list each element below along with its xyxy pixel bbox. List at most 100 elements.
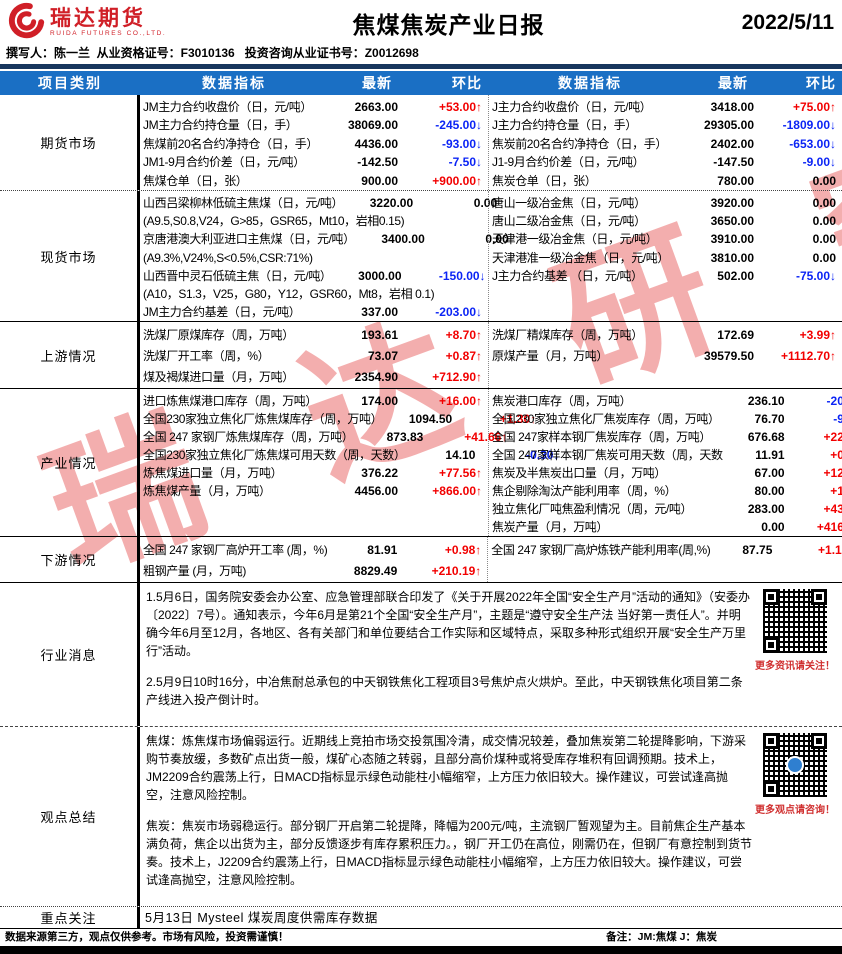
section-futures: 期货市场 JM主力合约收盘价（日，元/吨） 2663.00 +53.00↑ JM… (0, 95, 842, 190)
table-row: 焦炭前20名合约净持仓（日，手） 2402.00 -653.00↓ (489, 135, 842, 153)
indicator-label: JM主力合约持仓量（日，手） (143, 118, 298, 133)
change-value: +1.18↑ (818, 543, 842, 558)
change-value: +1.30↑ (830, 484, 842, 499)
indicator-label: 京唐港澳大利亚进口主焦煤（日，元/吨） (143, 232, 355, 247)
news-text: 1.5月6日，国务院安委会办公室、应急管理部联合印发了《关于开展2022年全国“… (140, 583, 756, 726)
table-row: 山西吕梁柳林低硫主焦煤（日，元/吨） 3220.00 0.00 (140, 194, 497, 212)
latest-value: 3000.00 (358, 268, 402, 283)
table-row: J主力合约基差 （日，元/吨） 502.00 -75.00↓ (489, 267, 842, 285)
change-value: -75.00↓ (795, 268, 836, 283)
header-indicator-left: 数据指标 (202, 75, 266, 91)
change-value: -20.70↓ (826, 394, 842, 409)
table-row: 洗煤厂精煤库存（周，万吨） 172.69 +3.99↑ (489, 325, 842, 346)
change-value: +41.66↑ (464, 430, 508, 445)
indicator-label: 焦炭产量（月，万吨） (492, 520, 609, 535)
table-row: 煤及褐煤进口量（月，万吨） 2354.90 +712.90↑ (140, 367, 488, 388)
table-row: 全国230家独立焦化厂炼焦煤可用天数（周，天数） 14.10 -0.30↓ (140, 446, 559, 464)
news-qr-caption: 更多资讯请关注！ (755, 661, 835, 673)
indicator-label: J主力合约收盘价（日，元/吨） (492, 100, 652, 114)
latest-value: 2402.00 (710, 136, 754, 151)
header-indicator-right: 数据指标 (558, 75, 622, 91)
table-row: 天津港准一级冶金焦（日，元/吨） 3810.00 0.00 (489, 249, 842, 267)
table-row: 全国230家独立焦化厂炼焦煤库存（周，万吨） 1094.50 +1.30↑ (140, 410, 536, 428)
change-value: +12.00↑ (823, 466, 842, 481)
header-category: 项目类别 (38, 75, 102, 91)
table-row: 焦炭产量（月，万吨） 0.00 +416.80↑ (489, 518, 842, 536)
table-row: 全国 247家样本钢厂焦炭可用天数（周，天数 11.91 +0.18↑ (489, 446, 842, 464)
logo-subtitle: RUIDA FUTURES CO.,LTD. (50, 30, 167, 37)
latest-value: 73.07 (367, 349, 398, 364)
views-paragraph: 焦煤：炼焦煤市场偏弱运行。近期线上竞拍市场交投氛围冷清，成交情况较差，叠加焦炭第… (146, 734, 747, 803)
header-change-left: 环比 (452, 75, 482, 91)
change-value: 0.00 (812, 232, 836, 247)
table-row: 全国 247 家钢厂炼焦煤库存（周，万吨） 873.83 +41.66↑ (140, 428, 507, 446)
change-value: 0.00 (812, 195, 836, 210)
section-label-spot: 现货市场 (0, 190, 140, 322)
indicator-label: 全国 247家样本钢厂焦炭库存（周，万吨） (492, 430, 711, 445)
indicator-label: 独立焦化厂吨焦盈利情况（周，元/吨） (492, 502, 693, 517)
news-paragraph: 1.5月6日，国务院安委会办公室、应急管理部联合印发了《关于开展2022年全国“… (146, 590, 751, 659)
latest-value: -142.50 (357, 155, 398, 170)
change-value: +0.87↑ (445, 349, 482, 364)
section-label-focus: 重点关注 (0, 907, 140, 929)
latest-value: 172.69 (717, 328, 754, 343)
table-row: JM主力合约基差（日，元/吨） 337.00 -203.00↓ (140, 303, 488, 321)
table-row: 焦炭仓单（日，张） 780.00 0.00 (489, 172, 842, 190)
qr-code-views (763, 733, 827, 798)
views-text: 焦煤：炼焦煤市场偏弱运行。近期线上竞拍市场交投氛围冷清，成交情况较差，叠加焦炭第… (140, 727, 756, 906)
section-news: 行业消息 1.5月6日，国务院安委会办公室、应急管理部联合印发了《关于开展202… (0, 582, 842, 727)
indicator-label: 焦企剔除淘汰产能利用率（周，%） (492, 484, 677, 499)
latest-value: 337.00 (361, 305, 398, 320)
latest-value: 38069.00 (347, 118, 398, 133)
latest-value: 81.91 (367, 543, 398, 558)
latest-value: 4456.00 (354, 484, 398, 499)
focus-text: 5月13日 Mysteel 煤炭周度供需库存数据 (145, 911, 378, 926)
header-latest-left: 最新 (362, 75, 392, 91)
logo-swirl-icon (8, 2, 45, 44)
qr-code-news (763, 589, 827, 654)
change-value: 0.00 (485, 232, 509, 247)
latest-value: 3400.00 (381, 232, 425, 247)
latest-value: 4436.00 (354, 136, 398, 151)
logo-title: 瑞达期货 (50, 7, 146, 30)
indicator-label: 焦炭仓单（日，张） (492, 173, 597, 188)
latest-value: 676.68 (747, 430, 785, 445)
change-value: -9.00↓ (802, 155, 836, 170)
latest-value: 3418.00 (710, 100, 754, 114)
section-label-downstream: 下游情况 (0, 537, 140, 583)
table-row: 原煤产量（月，万吨） 39579.50 +1112.70↑ (489, 346, 842, 367)
indicator-label: JM1-9月合约价差（日，元/吨） (143, 155, 305, 170)
change-value: -150.00↓ (438, 268, 486, 283)
change-value: +53.00↑ (438, 100, 482, 114)
section-label-upstream: 上游情况 (0, 322, 140, 389)
table-row: 焦煤前20名合约净持仓（日，手） 4436.00 -93.00↓ (140, 135, 488, 153)
latest-value: 376.22 (361, 466, 398, 481)
change-value: -203.00↓ (435, 305, 482, 320)
indicator-label: 全国 247家样本钢厂焦炭可用天数（周，天数 (492, 448, 723, 463)
indicator-label: 山西吕梁柳林低硫主焦煤（日，元/吨） (143, 195, 344, 210)
indicator-label: JM主力合约收盘价（日，元/吨） (143, 100, 312, 114)
section-label-news: 行业消息 (0, 583, 140, 727)
change-value: +75.00↑ (792, 100, 836, 114)
views-paragraph: 焦炭：焦炭市场弱稳运行。部分钢厂开启第二轮提降，降幅为200元/吨，主流钢厂暂观… (146, 819, 753, 888)
latest-value: 174.00 (361, 394, 398, 409)
change-value: +1112.70↑ (780, 349, 836, 364)
indicator-label: 天津港一级冶金焦（日，元/吨） (492, 232, 658, 247)
change-value: -1809.00↓ (782, 118, 836, 133)
indicator-label: 进口炼焦煤港口库存（周，万吨） (143, 394, 318, 409)
footer-note: 备注：JM:焦煤 J：焦炭 (606, 931, 717, 944)
indicator-label: 粗钢产量 (月，万吨) (143, 564, 246, 579)
latest-value: 76.70 (754, 412, 785, 427)
latest-value (404, 212, 474, 230)
latest-value: 193.61 (361, 328, 398, 343)
indicator-label: 洗煤厂精煤库存（周，万吨） (492, 328, 643, 343)
section-label-futures: 期货市场 (0, 95, 140, 190)
change-value: -9.50↓ (833, 412, 842, 427)
latest-value: -147.50 (713, 155, 754, 170)
indicator-label: 天津港准一级冶金焦（日，元/吨） (492, 250, 669, 265)
indicator-label: 山西晋中灵石低硫主焦（日，元/吨） (143, 268, 332, 283)
change-value (398, 249, 488, 267)
change-value: +0.98↑ (444, 543, 482, 558)
change-value: +900.00↑ (432, 173, 482, 188)
table-row: 焦炭港口库存（周，万吨） 236.10 -20.70↓ (489, 392, 842, 410)
